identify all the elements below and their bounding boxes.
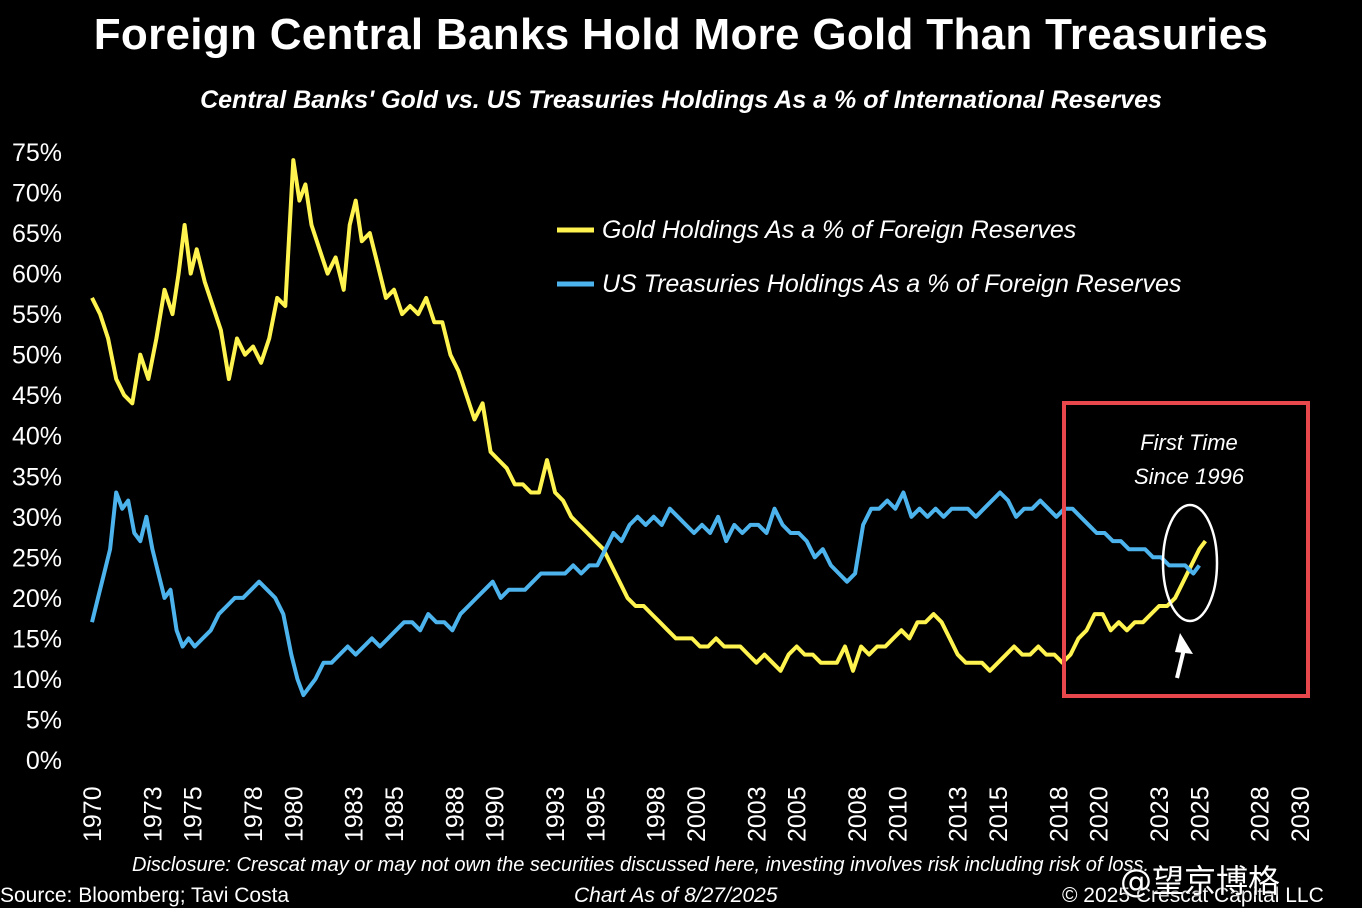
x-tick-label: 1988 (441, 786, 469, 842)
series-layer (90, 158, 1207, 698)
x-tick-label: 2003 (743, 786, 771, 842)
arrow-icon (1175, 633, 1193, 679)
x-axis-labels: 1970 1973 1975 1978 1980 1983 1985 1988 1990 1993… (79, 786, 1315, 842)
x-tick-label: 1970 (79, 786, 107, 842)
highlight-box (1062, 401, 1310, 698)
x-tick-label: 1995 (582, 786, 610, 842)
annotation-text: First Time Since 1996 (1070, 426, 1308, 494)
disclosure-text: Disclosure: Crescat may or may not own t… (132, 854, 1150, 876)
watermark: @望京博格 (1120, 862, 1281, 900)
legend-label-treasuries: US Treasuries Holdings As a % of Foreign… (602, 270, 1181, 298)
x-tick-label: 2000 (683, 786, 711, 842)
y-tick-label: 60% (12, 261, 62, 289)
x-tick-label: 1983 (341, 786, 369, 842)
y-tick-label: 5% (26, 706, 62, 734)
y-axis-labels: 0% 5% 10% 15% 20% 25% 30% 35% 40% 45% 50% 55% 60% 65%… (12, 139, 62, 775)
source-text: Source: Bloomberg; Tavi Costa (0, 884, 290, 907)
x-tick-label: 1975 (180, 786, 208, 842)
y-tick-label: 45% (12, 382, 62, 410)
x-tick-label: 1993 (542, 786, 570, 842)
as-of-date: Chart As of 8/27/2025 (574, 884, 778, 907)
x-tick-label: 2013 (945, 786, 973, 842)
x-tick-label: 2025 (1186, 786, 1214, 842)
y-tick-label: 25% (12, 544, 62, 572)
x-tick-label: 1998 (643, 786, 671, 842)
x-tick-label: 2010 (884, 786, 912, 842)
x-tick-label: 2015 (985, 786, 1013, 842)
gold-series-line (90, 158, 1207, 673)
chart-subtitle: Central Banks' Gold vs. US Treasuries Ho… (200, 86, 1162, 114)
y-tick-label: 0% (26, 747, 62, 775)
y-tick-label: 50% (12, 342, 62, 370)
y-tick-label: 20% (12, 585, 62, 613)
y-tick-label: 15% (12, 625, 62, 653)
y-tick-label: 65% (12, 220, 62, 248)
x-tick-label: 2023 (1146, 786, 1174, 842)
annotation-line-1: First Time (1140, 430, 1238, 455)
x-tick-label: 2008 (844, 786, 872, 842)
x-tick-label: 2030 (1287, 786, 1315, 842)
x-tick-label: 1980 (280, 786, 308, 842)
x-tick-label: 1978 (240, 786, 268, 842)
y-tick-label: 35% (12, 463, 62, 491)
page-title: Foreign Central Banks Hold More Gold Tha… (93, 10, 1269, 59)
x-tick-label: 1973 (139, 786, 167, 842)
copyright-text: © 2025 Crescat Capital LLC (1062, 884, 1324, 907)
y-tick-label: 30% (12, 504, 62, 532)
x-tick-label: 2018 (1045, 786, 1073, 842)
legend-label-gold: Gold Holdings As a % of Foreign Reserves (602, 216, 1076, 244)
legend: Gold Holdings As a % of Foreign Reserves… (557, 216, 1181, 298)
y-tick-label: 40% (12, 423, 62, 451)
y-tick-label: 55% (12, 301, 62, 329)
crossover-circle (1161, 503, 1219, 623)
y-tick-label: 75% (12, 139, 62, 167)
x-tick-label: 2020 (1086, 786, 1114, 842)
treasuries-series-line (90, 490, 1201, 698)
x-tick-label: 2028 (1247, 786, 1275, 842)
x-tick-label: 2005 (784, 786, 812, 842)
x-tick-label: 1990 (482, 786, 510, 842)
y-tick-label: 70% (12, 180, 62, 208)
x-tick-label: 1985 (381, 786, 409, 842)
annotation-line-2: Since 1996 (1133, 464, 1245, 489)
y-tick-label: 10% (12, 666, 62, 694)
